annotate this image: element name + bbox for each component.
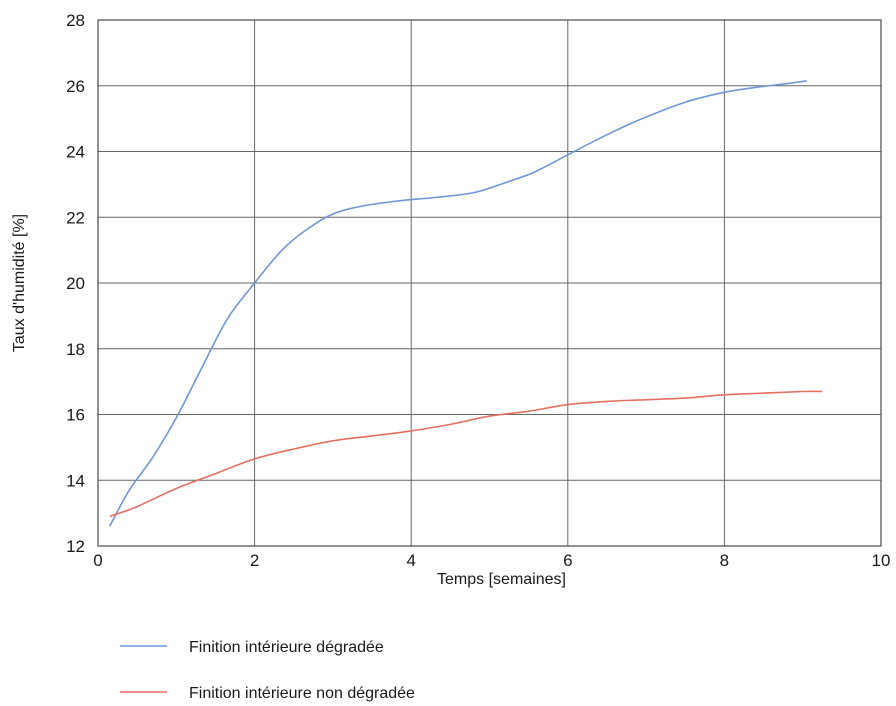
x-tick-label: 6 <box>563 551 572 570</box>
y-tick-label: 20 <box>66 274 85 293</box>
x-axis-title: Temps [semaines] <box>437 571 566 588</box>
x-tick-label: 10 <box>872 551 891 570</box>
series-line-1 <box>108 80 807 527</box>
legend-label-2: Finition intérieure non dégradée <box>189 685 415 702</box>
y-tick-label: 28 <box>66 11 85 30</box>
y-axis-title: Taux d'humidité [%] <box>11 214 28 352</box>
x-tick-label: 0 <box>93 551 102 570</box>
y-tick-label: 24 <box>66 143 85 162</box>
y-tick-label: 14 <box>66 471 85 490</box>
x-tick-label: 8 <box>720 551 729 570</box>
legend-label-1: Finition intérieure dégradée <box>189 639 384 656</box>
legend: Finition intérieure dégradée Finition int… <box>120 639 415 702</box>
plot-frame <box>97 19 882 547</box>
y-tick-label: 12 <box>66 537 85 556</box>
series-lines <box>108 80 823 527</box>
series-line-2 <box>109 390 823 518</box>
y-axis-ticks: 12 14 16 18 20 22 24 26 28 <box>66 11 85 556</box>
y-tick-label: 22 <box>66 208 85 227</box>
x-tick-label: 4 <box>406 551 415 570</box>
y-tick-label: 18 <box>66 340 85 359</box>
x-axis-ticks: 0 2 4 6 8 10 <box>93 551 890 570</box>
x-tick-label: 2 <box>250 551 259 570</box>
y-tick-label: 16 <box>66 406 85 425</box>
y-tick-label: 26 <box>66 77 85 96</box>
grid <box>98 20 881 546</box>
